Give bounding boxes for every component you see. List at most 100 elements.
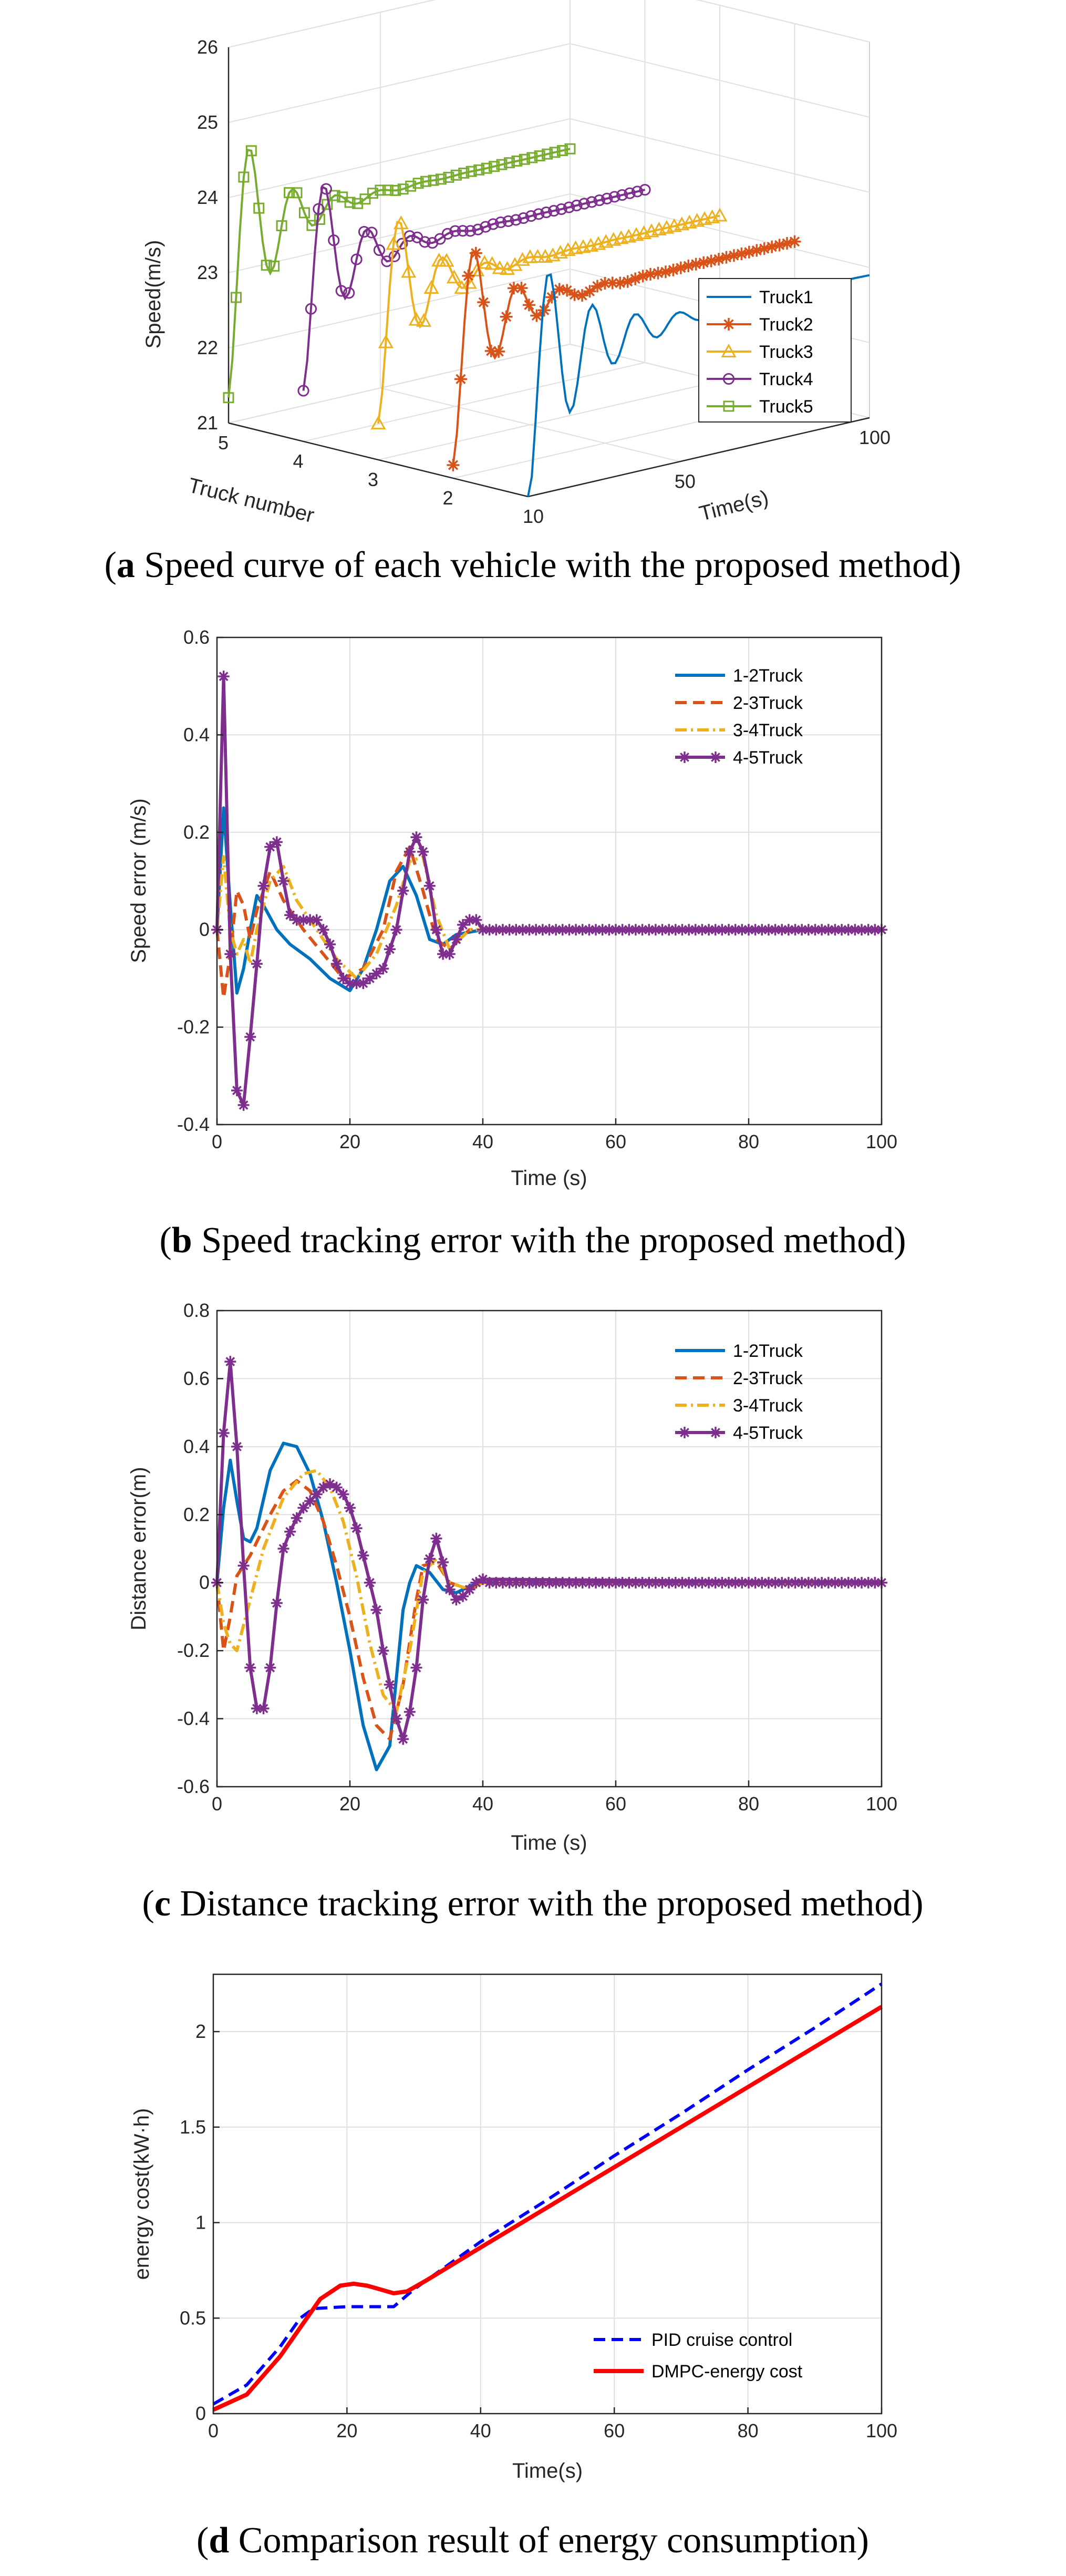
y-tick-label: 0.4 xyxy=(183,1436,210,1457)
data-point xyxy=(789,1576,801,1589)
data-point xyxy=(543,1576,555,1589)
data-point xyxy=(437,1556,449,1568)
truck-tick-label: 2 xyxy=(442,487,453,509)
y-tick-label: -0.2 xyxy=(177,1016,210,1038)
data-point xyxy=(669,1576,681,1589)
data-point xyxy=(431,253,447,267)
data-point xyxy=(388,250,400,262)
data-point xyxy=(629,924,641,936)
data-point xyxy=(437,948,449,960)
data-point xyxy=(758,242,771,255)
data-point xyxy=(727,249,740,262)
data-point xyxy=(364,1576,376,1589)
z-tick-label: 24 xyxy=(197,187,218,208)
series-line-2-3truck xyxy=(215,845,882,1000)
z-tick-label: 26 xyxy=(197,36,218,58)
legend-label: Truck1 xyxy=(759,287,813,307)
data-point xyxy=(417,846,429,858)
data-point xyxy=(709,1576,721,1589)
legend-marker xyxy=(710,751,721,763)
data-point xyxy=(412,178,424,189)
chart-a-series xyxy=(223,143,870,497)
data-point xyxy=(519,153,530,165)
caption-d: (d Comparison result of energy consumpti… xyxy=(196,2520,869,2561)
data-point xyxy=(530,1576,542,1589)
data-point xyxy=(317,1481,329,1493)
data-point xyxy=(776,1576,788,1589)
chart-d-ylabel: energy cost(kW·h) xyxy=(130,2108,153,2280)
legend-label: 1-2Truck xyxy=(733,666,803,686)
data-point xyxy=(230,292,242,303)
data-point xyxy=(463,1583,475,1595)
data-point xyxy=(523,1576,535,1589)
data-point xyxy=(676,924,688,936)
y-tick-label: 0.2 xyxy=(183,1503,210,1525)
data-point xyxy=(428,174,439,186)
truck-gridline xyxy=(228,0,571,424)
data-point xyxy=(384,1678,396,1691)
data-point xyxy=(377,1645,389,1657)
data-point xyxy=(563,924,575,936)
z-tick-label: 23 xyxy=(197,262,218,283)
data-point xyxy=(689,257,702,271)
data-point xyxy=(550,1576,562,1589)
time-axis xyxy=(527,417,870,498)
data-point xyxy=(703,1576,715,1589)
data-point xyxy=(276,220,287,232)
data-point xyxy=(477,924,489,936)
data-point xyxy=(390,184,401,196)
data-point xyxy=(343,287,355,299)
data-point xyxy=(510,924,522,936)
chart-c-series xyxy=(211,1356,887,1771)
x-tick-label: 60 xyxy=(605,1793,626,1815)
data-point xyxy=(614,276,627,290)
data-point xyxy=(390,924,402,936)
z-tick-label: 25 xyxy=(197,111,218,133)
data-point xyxy=(571,199,583,212)
data-point xyxy=(656,1576,668,1589)
data-point xyxy=(324,939,336,951)
chart-b-frame xyxy=(216,636,883,1126)
series-line-truck5 xyxy=(227,148,571,398)
data-point xyxy=(631,186,644,198)
data-point xyxy=(610,1576,622,1589)
data-point xyxy=(550,924,562,936)
data-point xyxy=(563,201,575,213)
data-point xyxy=(494,216,507,229)
legend-label: 2-3Truck xyxy=(733,1368,803,1388)
data-point xyxy=(663,924,675,936)
data-point xyxy=(762,924,774,936)
data-point xyxy=(822,924,834,936)
data-point xyxy=(742,245,755,259)
data-point xyxy=(350,1522,363,1534)
data-point xyxy=(231,1440,243,1452)
data-point xyxy=(643,924,655,936)
data-point xyxy=(403,1706,416,1718)
data-point xyxy=(492,345,505,358)
data-point xyxy=(773,239,786,252)
x-tick-label: 60 xyxy=(605,1131,626,1152)
data-point xyxy=(257,1703,270,1715)
data-point xyxy=(536,924,548,936)
data-point xyxy=(359,193,371,205)
data-point xyxy=(462,269,475,282)
data-point xyxy=(503,924,515,936)
data-point xyxy=(416,313,432,327)
data-point xyxy=(284,909,296,921)
data-point xyxy=(330,1481,343,1493)
data-point xyxy=(487,218,499,230)
data-point xyxy=(862,924,874,936)
data-point xyxy=(224,948,236,960)
data-point xyxy=(697,256,710,269)
data-point xyxy=(836,1576,848,1589)
y-tick-label: 0 xyxy=(199,1572,210,1593)
data-point xyxy=(756,924,768,936)
y-tick-label: 0.5 xyxy=(180,2307,206,2328)
data-point xyxy=(430,1532,442,1544)
data-point xyxy=(776,924,788,936)
caption-c: (c Distance tracking error with the prop… xyxy=(142,1883,924,1924)
data-point xyxy=(367,188,378,199)
data-point xyxy=(483,924,495,936)
data-point xyxy=(782,1576,794,1589)
data-point xyxy=(563,1576,575,1589)
